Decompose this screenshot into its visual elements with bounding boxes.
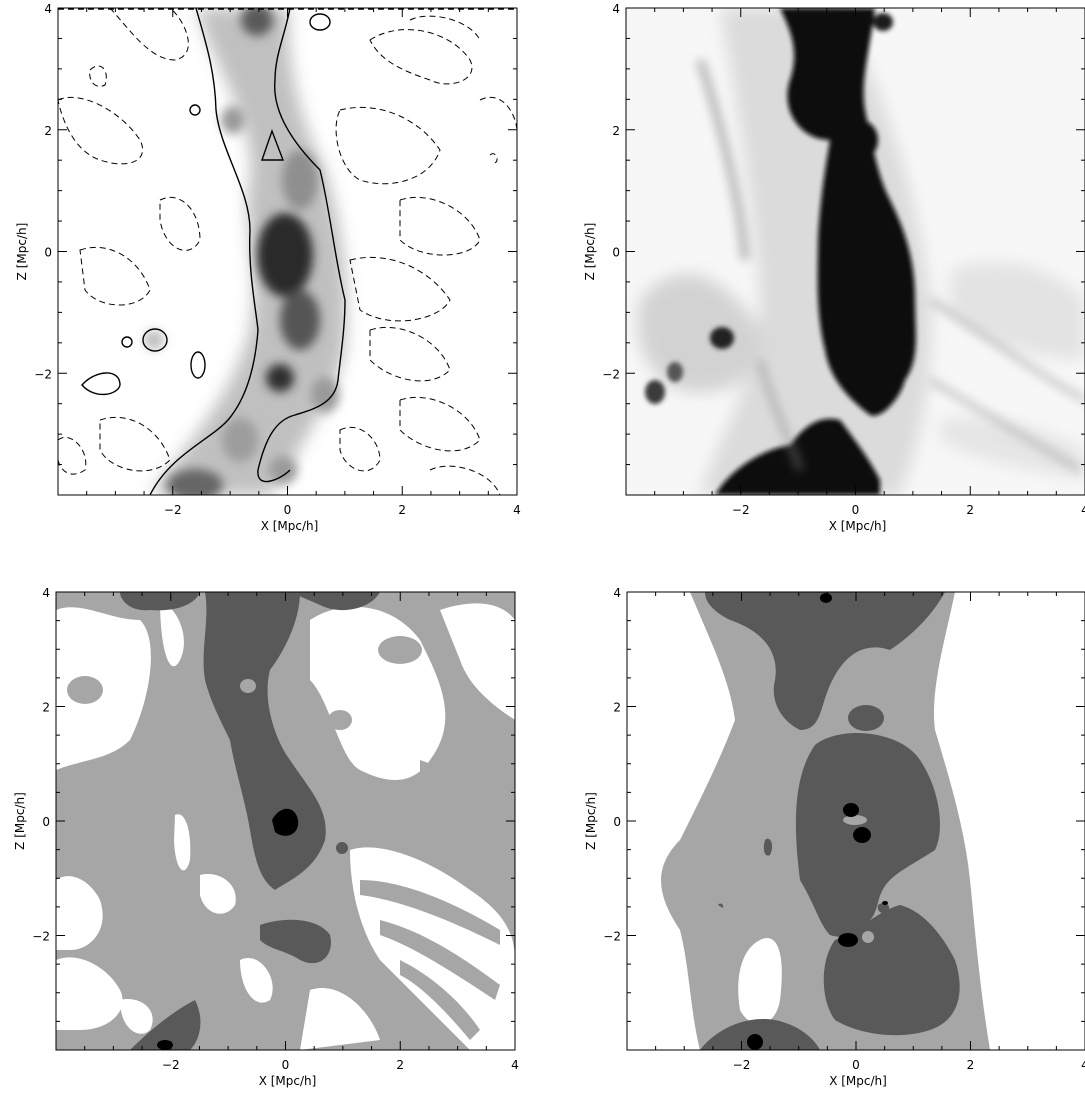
x-tick-label: −2 bbox=[162, 1058, 180, 1072]
y-axis-label: Z [Mpc/h] bbox=[15, 223, 29, 281]
x-axis-label: X [Mpc/h] bbox=[261, 519, 319, 533]
x-tick-label: −2 bbox=[733, 1058, 751, 1072]
x-tick-label: 0 bbox=[282, 1058, 290, 1072]
y-tick-label: 4 bbox=[44, 2, 52, 16]
panel-top-right-image bbox=[626, 8, 1085, 495]
x-tick-label: 4 bbox=[1081, 503, 1085, 517]
y-tick-label: 2 bbox=[44, 124, 52, 138]
x-tick-label: 0 bbox=[284, 503, 292, 517]
x-axis-label: X [Mpc/h] bbox=[259, 1074, 317, 1088]
x-tick-label: 4 bbox=[1081, 1058, 1085, 1072]
y-tick-label: 4 bbox=[613, 586, 621, 600]
y-tick-label: 2 bbox=[612, 124, 620, 138]
y-axis-label: Z [Mpc/h] bbox=[584, 792, 598, 850]
panel-bottom-right-image bbox=[627, 592, 1085, 1050]
x-tick-label: −2 bbox=[164, 503, 182, 517]
y-axis-label: Z [Mpc/h] bbox=[583, 223, 597, 281]
x-axis-label: X [Mpc/h] bbox=[829, 1074, 887, 1088]
y-tick-label: 0 bbox=[42, 815, 50, 829]
y-tick-label: −2 bbox=[603, 930, 621, 944]
y-tick-label: 4 bbox=[612, 2, 620, 16]
x-tick-label: 4 bbox=[513, 503, 521, 517]
axes-top-right: −2 0 2 4 −2 0 2 4 X [Mpc/h] Z [Mpc/h] bbox=[583, 2, 1085, 533]
axes-top-left: −2 0 2 4 −2 0 2 4 X [Mpc/h] Z [Mpc/h] bbox=[15, 2, 521, 533]
x-tick-label: 2 bbox=[396, 1058, 404, 1072]
y-tick-label: −2 bbox=[34, 367, 52, 381]
x-tick-label: 4 bbox=[511, 1058, 519, 1072]
panel-top-right bbox=[625, 7, 1085, 496]
y-tick-label: 0 bbox=[44, 246, 52, 260]
y-tick-label: 2 bbox=[42, 701, 50, 715]
panel-bottom-left bbox=[55, 591, 516, 1051]
axes-bottom-right: −2 0 2 4 −2 0 2 4 X [Mpc/h] Z [Mpc/h] bbox=[584, 586, 1085, 1088]
panel-top-left-image bbox=[58, 8, 517, 495]
x-tick-label: 0 bbox=[852, 503, 860, 517]
y-tick-label: −2 bbox=[32, 930, 50, 944]
y-tick-label: −2 bbox=[602, 367, 620, 381]
x-tick-label: −2 bbox=[732, 503, 750, 517]
x-tick-label: 0 bbox=[852, 1058, 860, 1072]
panel-top-left bbox=[57, 7, 518, 496]
y-axis-label: Z [Mpc/h] bbox=[13, 792, 27, 850]
axes-bottom-left: −2 0 2 4 −2 0 2 4 X [Mpc/h] Z [Mpc/h] bbox=[13, 586, 519, 1088]
y-tick-label: 4 bbox=[42, 586, 50, 600]
panel-bottom-left-image bbox=[56, 592, 515, 1050]
x-axis-label: X [Mpc/h] bbox=[829, 519, 887, 533]
y-tick-label: 0 bbox=[612, 246, 620, 260]
axes-layer: −2 0 2 4 −2 0 2 4 X [Mpc/h] Z [Mpc/h] −2 0 2 4 −2 0 2 4 X … bbox=[13, 2, 1085, 1088]
y-tick-label: 2 bbox=[613, 701, 621, 715]
y-tick-label: 0 bbox=[613, 815, 621, 829]
x-tick-label: 2 bbox=[967, 1058, 975, 1072]
panel-bottom-right bbox=[626, 591, 1085, 1051]
x-tick-label: 2 bbox=[966, 503, 974, 517]
x-tick-label: 2 bbox=[398, 503, 406, 517]
